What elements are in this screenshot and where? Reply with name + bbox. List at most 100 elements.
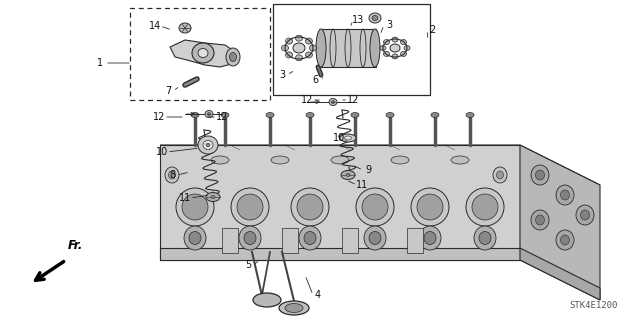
Ellipse shape — [304, 232, 316, 244]
Ellipse shape — [380, 46, 386, 50]
Ellipse shape — [341, 170, 355, 180]
Ellipse shape — [226, 48, 240, 66]
Ellipse shape — [580, 210, 589, 220]
Ellipse shape — [344, 136, 351, 140]
Ellipse shape — [329, 98, 337, 106]
Text: 3: 3 — [386, 20, 392, 30]
Ellipse shape — [497, 171, 504, 179]
Ellipse shape — [479, 232, 491, 244]
Bar — [282, 228, 298, 253]
Ellipse shape — [206, 143, 210, 147]
Text: 11: 11 — [356, 180, 368, 190]
Ellipse shape — [417, 194, 443, 220]
Ellipse shape — [431, 113, 439, 117]
Text: 12: 12 — [347, 95, 359, 105]
Ellipse shape — [391, 156, 409, 164]
Ellipse shape — [451, 156, 469, 164]
Ellipse shape — [561, 235, 570, 245]
Ellipse shape — [239, 226, 261, 250]
Polygon shape — [170, 40, 237, 67]
Ellipse shape — [392, 37, 398, 42]
Ellipse shape — [383, 51, 390, 56]
Ellipse shape — [369, 13, 381, 23]
Bar — [222, 228, 238, 253]
Polygon shape — [160, 248, 520, 260]
Ellipse shape — [266, 113, 274, 117]
Ellipse shape — [205, 110, 213, 118]
Text: 13: 13 — [352, 15, 364, 25]
Ellipse shape — [466, 113, 474, 117]
Text: 12: 12 — [153, 112, 165, 122]
Ellipse shape — [493, 167, 507, 183]
Ellipse shape — [279, 301, 309, 315]
Ellipse shape — [351, 113, 359, 117]
Ellipse shape — [531, 210, 549, 230]
Ellipse shape — [207, 113, 211, 115]
Ellipse shape — [192, 43, 214, 63]
Ellipse shape — [383, 40, 390, 45]
Ellipse shape — [189, 232, 201, 244]
Ellipse shape — [244, 232, 256, 244]
Ellipse shape — [411, 188, 449, 226]
Text: 8: 8 — [169, 170, 175, 180]
Ellipse shape — [285, 303, 303, 313]
Ellipse shape — [386, 113, 394, 117]
Ellipse shape — [370, 29, 380, 67]
Ellipse shape — [531, 165, 549, 185]
Ellipse shape — [316, 29, 326, 67]
Ellipse shape — [332, 100, 335, 103]
Text: 2: 2 — [429, 25, 435, 35]
Ellipse shape — [282, 45, 289, 51]
Text: 14: 14 — [149, 21, 161, 31]
Bar — [342, 228, 358, 253]
Ellipse shape — [285, 38, 292, 44]
Ellipse shape — [362, 194, 388, 220]
Ellipse shape — [331, 156, 349, 164]
Ellipse shape — [296, 35, 303, 41]
Ellipse shape — [305, 52, 312, 58]
Text: 9: 9 — [365, 165, 371, 175]
Text: 12: 12 — [301, 95, 313, 105]
Ellipse shape — [472, 194, 498, 220]
Ellipse shape — [165, 167, 179, 183]
Polygon shape — [160, 145, 520, 260]
Ellipse shape — [271, 156, 289, 164]
Ellipse shape — [561, 190, 570, 200]
Ellipse shape — [253, 293, 281, 307]
Ellipse shape — [404, 46, 410, 50]
Ellipse shape — [310, 45, 317, 51]
Text: 5: 5 — [245, 260, 251, 270]
Ellipse shape — [306, 113, 314, 117]
Ellipse shape — [198, 48, 208, 57]
Ellipse shape — [285, 52, 292, 58]
Ellipse shape — [168, 171, 175, 179]
Ellipse shape — [211, 196, 215, 198]
Bar — [273, 4, 430, 95]
Ellipse shape — [305, 38, 312, 44]
Text: 6: 6 — [312, 75, 318, 85]
Ellipse shape — [182, 194, 208, 220]
Ellipse shape — [576, 205, 594, 225]
Bar — [130, 8, 270, 100]
Ellipse shape — [291, 188, 329, 226]
Ellipse shape — [237, 194, 263, 220]
Polygon shape — [520, 145, 600, 300]
Ellipse shape — [536, 215, 545, 225]
Ellipse shape — [297, 194, 323, 220]
Text: 4: 4 — [315, 290, 321, 300]
Ellipse shape — [206, 192, 220, 202]
Ellipse shape — [184, 226, 206, 250]
Ellipse shape — [556, 185, 574, 205]
Ellipse shape — [392, 54, 398, 59]
Text: 10: 10 — [333, 133, 345, 143]
Ellipse shape — [466, 188, 504, 226]
Ellipse shape — [179, 23, 191, 33]
Ellipse shape — [424, 232, 436, 244]
Text: 7: 7 — [165, 86, 171, 96]
Ellipse shape — [296, 55, 303, 61]
Polygon shape — [160, 145, 600, 185]
Ellipse shape — [176, 188, 214, 226]
Ellipse shape — [356, 188, 394, 226]
Text: 1: 1 — [97, 58, 103, 68]
Text: Fr.: Fr. — [68, 239, 83, 252]
